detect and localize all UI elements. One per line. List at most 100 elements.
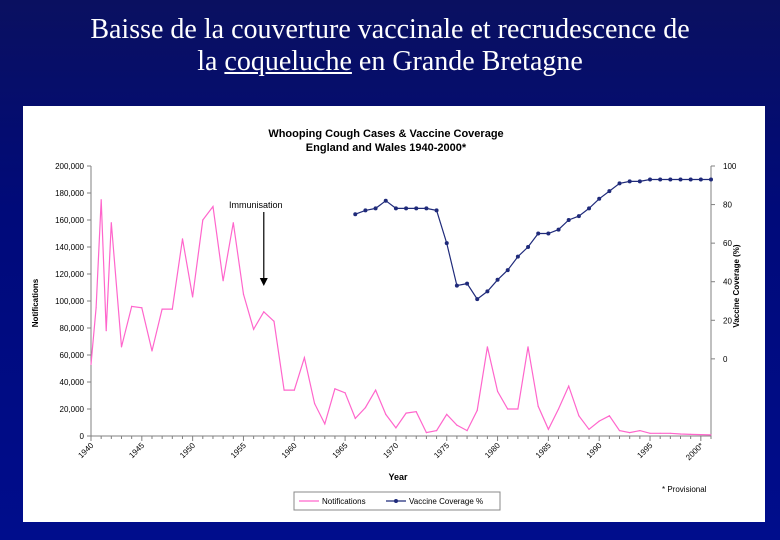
vaccine-coverage-point	[587, 206, 592, 211]
vaccine-coverage-point	[607, 189, 612, 194]
notifications-point	[456, 424, 458, 426]
right-tick-label: 100	[723, 162, 737, 171]
chart-title: Whooping Cough Cases & Vaccine Coverage	[268, 128, 503, 140]
notifications-point	[222, 280, 224, 282]
notifications-point	[618, 430, 621, 432]
notifications-point	[242, 293, 245, 295]
notifications-point	[141, 307, 143, 309]
vaccine-coverage-point	[648, 177, 653, 182]
right-tick-label: 80	[723, 201, 732, 210]
vaccine-coverage-point	[698, 177, 703, 182]
left-tick-label: 200,000	[55, 162, 84, 171]
vaccine-coverage-point	[393, 206, 398, 211]
x-tick-label: 1985	[534, 441, 553, 460]
vaccine-coverage-series-line	[355, 178, 711, 300]
vaccine-coverage-point	[495, 277, 500, 282]
notifications-point	[364, 407, 367, 409]
x-tick-label: 1960	[280, 441, 299, 460]
slide-title-prefix: la	[197, 46, 225, 77]
vaccine-coverage-point	[475, 297, 480, 302]
slide-title-line1: Baisse de la couverture vaccinale et rec…	[90, 14, 690, 45]
notifications-point	[171, 308, 173, 310]
notifications-point	[608, 415, 610, 417]
notifications-point	[324, 423, 326, 425]
vaccine-coverage-point	[637, 179, 642, 184]
notifications-point	[253, 328, 255, 330]
vaccine-coverage-point	[709, 177, 713, 182]
x-tick-label: 1995	[635, 441, 654, 460]
notifications-point	[517, 408, 519, 410]
vaccine-coverage-point	[678, 177, 683, 182]
chart-legend: Notifications Vaccine Coverage %	[293, 491, 501, 511]
notifications-point	[202, 219, 204, 221]
x-axis-label: Year	[388, 472, 408, 482]
right-tick-label: 20	[723, 316, 732, 325]
notifications-point	[639, 430, 641, 432]
notifications-point	[293, 389, 295, 391]
notifications-point	[283, 389, 285, 391]
left-tick-label: 140,000	[55, 243, 84, 252]
notifications-point	[425, 432, 428, 434]
vaccine-coverage-point	[404, 206, 409, 211]
notifications-point	[598, 420, 600, 422]
right-tick-label: 60	[723, 239, 732, 248]
notifications-point	[486, 346, 488, 348]
notifications-point	[435, 430, 438, 432]
notifications-point	[334, 388, 336, 390]
notifications-point	[446, 413, 448, 415]
left-tick-label: 40,000	[60, 378, 85, 387]
notifications-point	[547, 428, 549, 430]
x-tick-label: 1970	[381, 441, 400, 460]
vaccine-coverage-point	[363, 208, 368, 213]
notifications-point	[476, 409, 478, 411]
notifications-point	[263, 311, 265, 313]
notifications-point	[100, 199, 102, 201]
notifications-point	[537, 405, 539, 407]
left-tick-label: 120,000	[55, 270, 84, 279]
vaccine-coverage-point	[546, 231, 551, 236]
left-tick-label: 20,000	[60, 405, 85, 414]
notifications-point	[151, 350, 153, 352]
vaccine-coverage-point	[465, 281, 470, 286]
slide-title-suffix: en Grande Bretagne	[351, 46, 583, 77]
notifications-point	[578, 415, 580, 417]
slide-title-keyword: coqueluche	[224, 46, 352, 77]
right-tick-label: 0	[723, 355, 728, 364]
notifications-point	[700, 434, 702, 436]
vaccine-coverage-point	[536, 231, 541, 236]
notifications-point	[354, 417, 356, 420]
notifications-point	[232, 222, 234, 224]
notifications-series-line	[90, 199, 712, 436]
notifications-point	[659, 432, 661, 434]
x-tick-label: 1940	[76, 441, 95, 460]
vaccine-coverage-point	[434, 208, 439, 213]
x-tick-label: 1980	[483, 441, 502, 460]
chart-subtitle: England and Wales 1940-2000*	[306, 142, 467, 154]
right-tick-label: 40	[723, 278, 732, 287]
chart-panel: Whooping Cough Cases & Vaccine Coverage …	[23, 106, 765, 522]
notifications-point	[466, 430, 468, 432]
immunisation-arrow-head	[259, 278, 268, 286]
notifications-point	[120, 346, 123, 348]
x-tick-label: 1955	[229, 441, 248, 460]
notifications-point	[314, 403, 316, 405]
x-tick-label: 1975	[432, 441, 451, 460]
notifications-point	[710, 434, 712, 436]
vaccine-coverage-point	[444, 241, 449, 246]
notifications-point	[344, 392, 346, 394]
notifications-point	[527, 346, 529, 348]
notifications-point	[568, 385, 570, 387]
notifications-point	[415, 411, 417, 413]
vaccine-coverage-point	[353, 212, 358, 217]
notifications-point	[385, 413, 387, 415]
left-tick-label: 180,000	[55, 189, 84, 198]
notifications-point	[110, 222, 112, 224]
left-tick-label: 100,000	[55, 297, 84, 306]
vaccine-coverage-point	[383, 198, 388, 203]
legend-label-vaccine: Vaccine Coverage %	[409, 497, 483, 506]
notifications-point	[374, 389, 377, 391]
vaccine-coverage-point	[515, 254, 520, 259]
notifications-point	[95, 307, 97, 309]
vaccine-coverage-point	[526, 245, 531, 249]
vaccine-coverage-point	[668, 177, 673, 182]
